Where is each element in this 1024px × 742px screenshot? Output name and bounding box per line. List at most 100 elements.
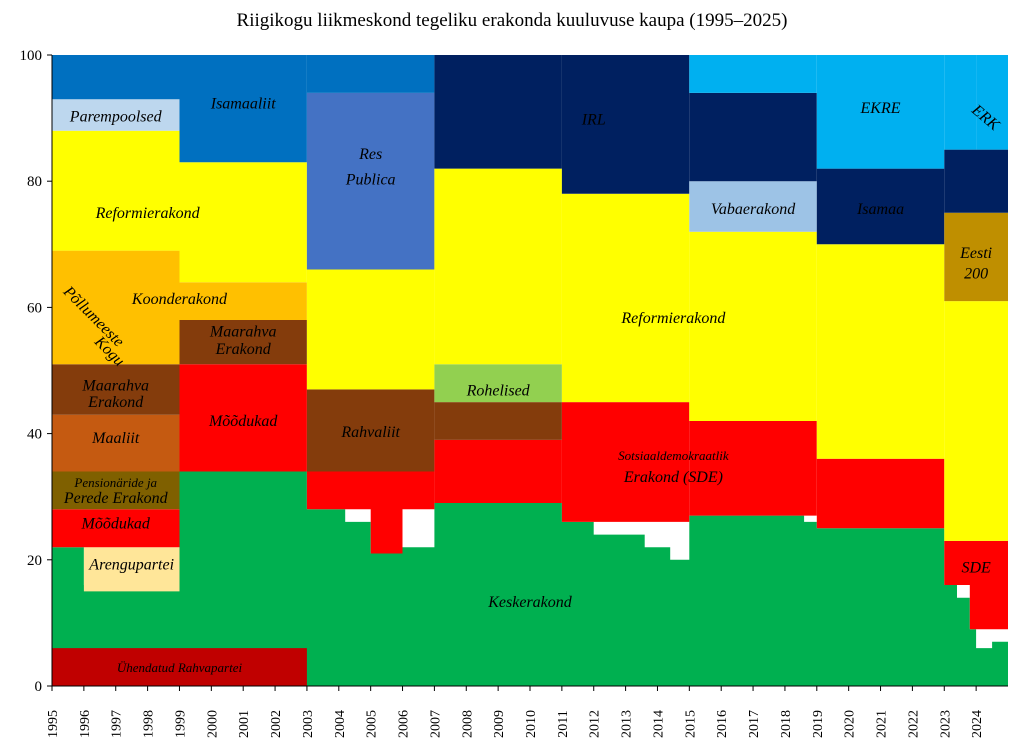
area-koonderakond [179, 282, 307, 320]
y-tick-label: 100 [20, 48, 43, 64]
area-label: Erakond (SDE) [623, 469, 723, 486]
chart-axes: 0 20 40 60 80 100 1995 1996 1997 1998 1999 2000 2001… [20, 48, 1008, 738]
chart-areas [52, 55, 1008, 686]
x-tick-label: 2003 [301, 710, 316, 738]
area-label: Erakond [87, 394, 144, 411]
area-sotsiaaldemokraatlik-erakond-sde- [561, 402, 690, 522]
x-tick-label: 2016 [715, 710, 730, 738]
y-tick-label: 0 [35, 679, 43, 695]
x-tick-label: 2015 [683, 710, 698, 738]
area-irl [434, 55, 562, 169]
area-isamaa [816, 168, 945, 245]
area-label: Vabaerakond [711, 201, 796, 218]
area-reformierakond [944, 301, 1008, 541]
area-label: Publica [345, 171, 396, 188]
area-label: Parempoolsed [69, 108, 163, 125]
area-pensionäride-ja-perede-erakond [52, 471, 180, 510]
area-sotsiaaldemokraatlik-erakond-sde- [689, 421, 817, 516]
x-tick-label: 1996 [78, 710, 93, 738]
area-label: Reformierakond [95, 205, 201, 222]
area-label: Maarahva [209, 323, 277, 340]
area-label: Erakond [215, 341, 272, 358]
area-label: Rohelised [466, 383, 531, 400]
x-tick-label: 2017 [747, 710, 762, 738]
area-mõõdukad [306, 471, 435, 510]
area-rahvaliit [306, 389, 435, 472]
area-sotsiaaldemokraatlik-erakond-sde- [816, 458, 945, 529]
area-maarahva-erakond [52, 364, 180, 415]
x-tick-label: 1999 [173, 710, 188, 738]
area-label: Res [358, 146, 382, 163]
area-reformierakond [561, 193, 690, 403]
area-label: 200 [964, 265, 988, 282]
area-vabaerakond [689, 181, 817, 232]
area-ühendatud-rahvapartei [52, 648, 307, 686]
x-tick-label: 2018 [779, 710, 794, 738]
area-label: Pensionäride ja [73, 475, 157, 490]
area-reformierakond [434, 168, 562, 365]
area-reformierakond [689, 231, 817, 421]
area-eesti-200 [944, 212, 1008, 302]
area-isamaaliit [52, 55, 180, 100]
y-tick-label: 80 [27, 174, 42, 190]
area-ekre [944, 55, 977, 150]
x-tick-label: 2009 [492, 710, 507, 738]
area-rahvaliit [434, 402, 562, 440]
chart-title: Riigikogu liikmeskond tegeliku erakonda … [236, 10, 788, 31]
area-irl [689, 92, 817, 182]
x-tick-label: 2021 [875, 710, 890, 738]
area-reformierakond [816, 244, 945, 459]
area-ekre [689, 55, 817, 93]
area-label: Maaliit [91, 430, 140, 447]
area-label: Rahvaliit [340, 424, 400, 441]
x-tick-label: 2012 [588, 710, 603, 738]
area-label: Keskerakond [487, 594, 573, 611]
x-tick-label: 2008 [460, 710, 475, 738]
area-label: Perede Erakond [63, 490, 169, 507]
area-põllumeeste-kogu [52, 250, 180, 365]
x-tick-label: 1995 [46, 710, 61, 738]
x-tick-label: 2006 [397, 710, 412, 738]
area-label: Arengupartei [88, 556, 174, 573]
area-mõõdukad [434, 439, 562, 503]
area-labels: Ühendatud Rahvapartei Keskerakond Arengupa… [59, 96, 1003, 675]
y-tick-label: 60 [27, 300, 42, 316]
x-tick-label: 2023 [938, 710, 953, 738]
area-label: Maarahva [81, 378, 149, 395]
x-tick-label: 1998 [142, 710, 157, 738]
x-tick-label: 2010 [524, 710, 539, 738]
area-isamaaliit [306, 55, 435, 93]
area-maaliit [52, 414, 180, 472]
area-mõõdukad [370, 496, 403, 554]
x-tick-label: 2014 [651, 710, 666, 738]
x-tick-label: 2024 [970, 710, 985, 738]
x-tick-label: 2005 [365, 710, 380, 738]
area-arengupartei [83, 547, 180, 592]
area-label: Mõõdukad [81, 515, 151, 532]
area-label: Isamaa [856, 201, 904, 218]
x-tick-label: 2020 [843, 710, 858, 738]
area-label: SDE [961, 559, 991, 576]
area-reformierakond [52, 130, 180, 251]
area-res-publica [306, 92, 435, 270]
area-reformierakond [179, 162, 307, 283]
area-label: Isamaaliit [210, 96, 276, 113]
area-mõõdukad [52, 509, 180, 548]
area-sotsiaaldemokraatlik-erakond-sde- [944, 540, 1008, 585]
area-erk [976, 55, 1008, 150]
area-label: Reformierakond [620, 310, 726, 327]
area-label: EKRE [860, 100, 901, 117]
area-mõõdukad [179, 364, 307, 472]
area-label: Sotsiaaldemokraatlik [618, 448, 729, 463]
area-ekre [816, 55, 945, 169]
area-maarahva-erakond [179, 320, 307, 365]
x-tick-label: 2019 [811, 710, 826, 738]
area-label: Mõõdukad [208, 413, 278, 430]
area-irl [561, 55, 690, 194]
x-tick-label: 2004 [333, 710, 348, 738]
x-tick-label: 2000 [205, 710, 220, 738]
x-tick-label: 1997 [110, 710, 125, 738]
area-label: Koonderakond [131, 291, 228, 308]
area-isamaa [944, 149, 1008, 213]
